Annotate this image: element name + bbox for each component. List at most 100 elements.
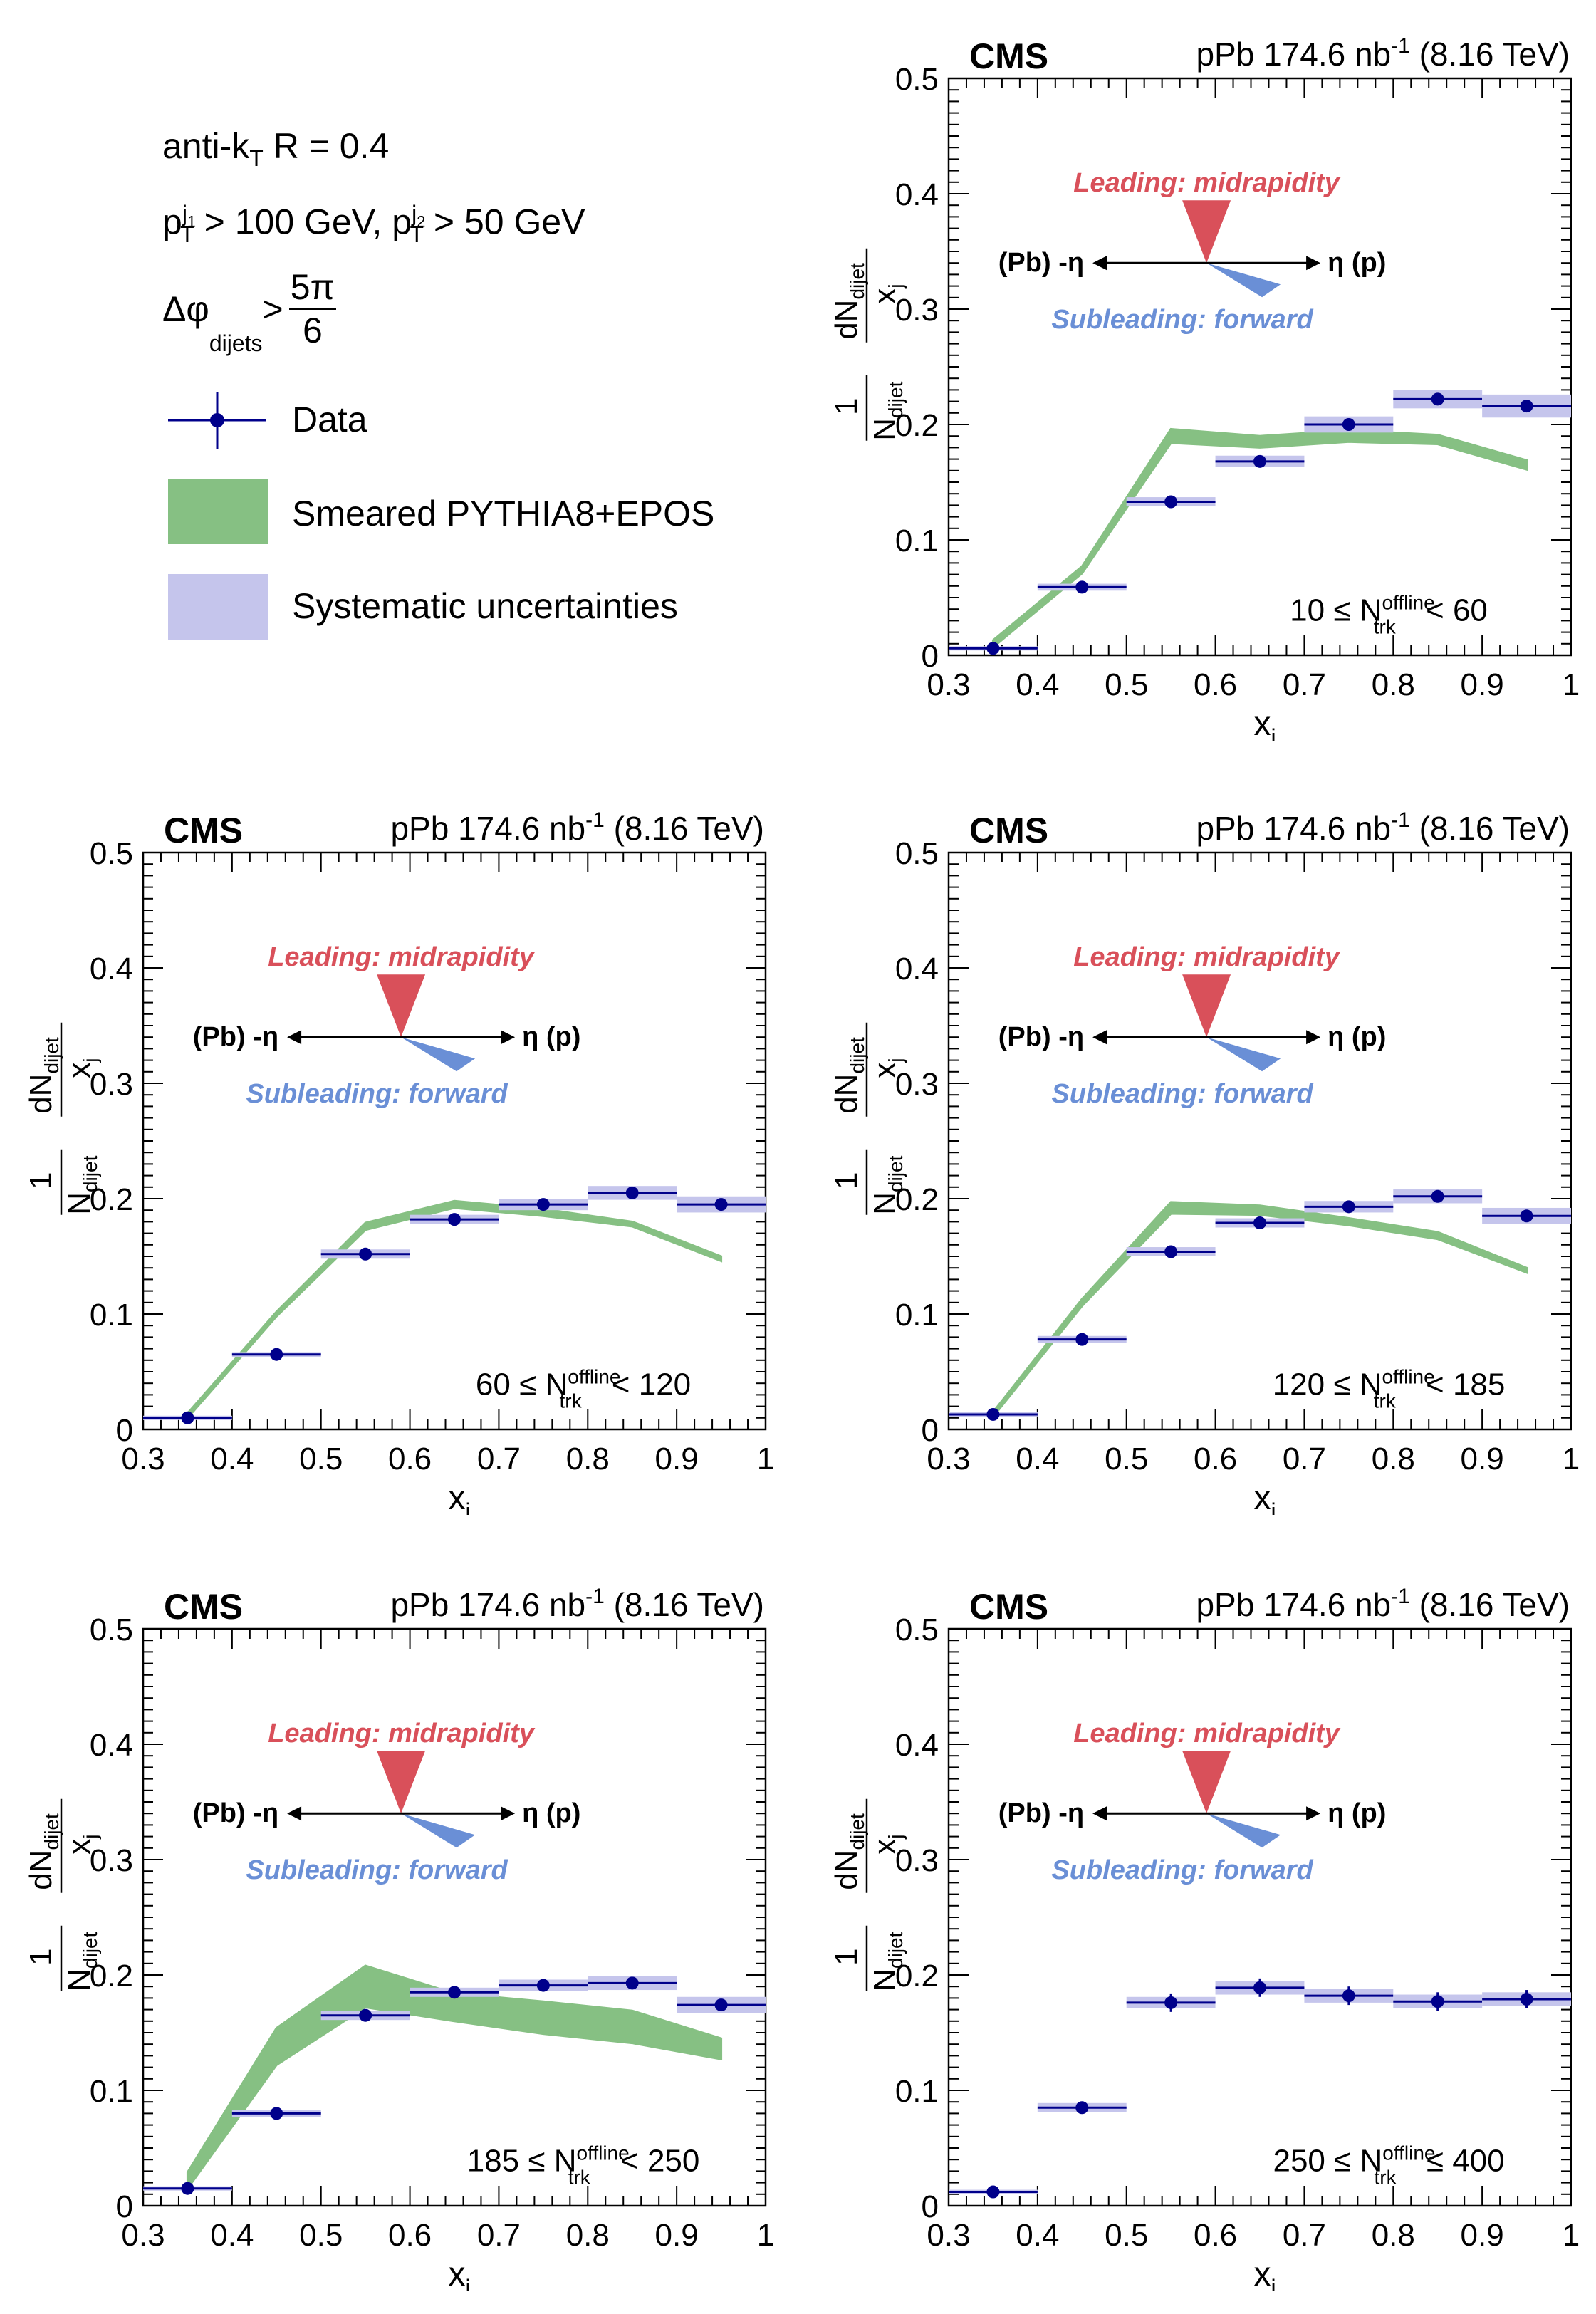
x-tick-label: 0.7	[1283, 2218, 1326, 2253]
y-label-one: 1	[24, 1172, 58, 1189]
legend-data-marker	[168, 392, 266, 449]
y-tick-label: 0.5	[895, 836, 939, 871]
data-point	[448, 1213, 461, 1226]
pb-direction-label: (Pb) -η	[193, 1022, 278, 1052]
y-tick-label: 0.2	[895, 1182, 939, 1217]
subleading-label: Subleading: forward	[1051, 1079, 1313, 1109]
panel-ntrk-60-120: CMS pPb 174.6 nb-1 (8.16 TeV) 0 0.1 0.2 0.3 0.…	[0, 796, 783, 1515]
data-point	[181, 1411, 194, 1424]
arrow-right-icon	[1306, 1806, 1321, 1821]
x-tick-label: 0.9	[655, 1442, 699, 1476]
y-tick-label: 0.4	[895, 177, 939, 212]
data-point	[270, 2107, 283, 2120]
p-direction-label: η (p)	[1328, 1022, 1386, 1052]
p-direction-label: η (p)	[522, 1798, 580, 1828]
legend-label-model: Smeared PYTHIA8+EPOS	[292, 494, 715, 533]
data-point	[270, 1348, 283, 1361]
panel-ntrk-250-400: CMS pPb 174.6 nb-1 (8.16 TeV) 0 0.1 0.2 0.3 0.…	[805, 1572, 1589, 2291]
panel-ntrk-10-60: CMS pPb 174.6 nb-1 (8.16 TeV) 0 0.1 0.2 0.3 0.…	[805, 21, 1589, 741]
cms-label: CMS	[969, 36, 1048, 76]
leading-jet-icon	[377, 974, 426, 1038]
data-point	[986, 2185, 1000, 2199]
cms-label: CMS	[164, 1587, 243, 1627]
data-point	[625, 1186, 639, 1199]
p-direction-label: η (p)	[1328, 1798, 1386, 1828]
x-tick-label: 0.3	[927, 1442, 970, 1476]
x-tick-label: 0.3	[927, 667, 970, 702]
y-tick-label: 0.1	[90, 1298, 133, 1333]
y-tick-label: 0.1	[895, 523, 939, 558]
legend-syst-swatch	[168, 574, 268, 640]
ntrk-selection-label: 185 ≤ Noffline trk < 250	[467, 2142, 700, 2188]
y-tick-label: 0.3	[895, 1067, 939, 1102]
x-tick-label: 1	[757, 1442, 774, 1476]
data-point	[1164, 1996, 1178, 2009]
x-axis-label: xj	[448, 1479, 470, 1515]
data-point	[1342, 1200, 1355, 1214]
data-point	[1431, 392, 1444, 406]
y-tick-label: 0.3	[90, 1067, 133, 1102]
arrow-right-icon	[501, 1806, 516, 1821]
plot-frame	[142, 851, 767, 1431]
data-point	[181, 2182, 194, 2195]
arrow-left-icon	[1092, 256, 1107, 271]
arrow-right-icon	[1306, 1030, 1321, 1045]
y-tick-label: 0.4	[895, 1728, 939, 1763]
x-tick-label: 0.4	[1016, 2218, 1059, 2253]
y-tick-label: 0.2	[895, 408, 939, 443]
y-label-ndijet: Ndijet	[867, 381, 907, 440]
x-tick-label: 0.4	[210, 1442, 254, 1476]
subleading-label: Subleading: forward	[246, 1855, 508, 1885]
subleading-jet-icon	[401, 1037, 476, 1072]
data-point	[1253, 1981, 1266, 1994]
leading-label: Leading: midrapidity	[1073, 942, 1341, 972]
data-point	[536, 1198, 550, 1211]
x-tick-label: 0.9	[1461, 667, 1504, 702]
subleading-label: Subleading: forward	[1051, 305, 1313, 335]
subleading-jet-icon	[1206, 263, 1281, 298]
data-point	[986, 1407, 1000, 1421]
subleading-label: Subleading: forward	[1051, 1855, 1313, 1885]
leading-jet-icon	[1182, 1751, 1231, 1814]
data-point	[625, 1976, 639, 1990]
chart-svg: CMS pPb 174.6 nb-1 (8.16 TeV) 0 0.1 0.2 0.3 0.…	[829, 1585, 1580, 2291]
y-label-ndijet: Ndijet	[62, 1155, 101, 1214]
x-axis-label: xj	[1253, 705, 1276, 741]
x-tick-label: 1	[1563, 2218, 1580, 2253]
y-label-dn: dNdijet	[24, 1813, 63, 1890]
data-point	[1164, 1245, 1178, 1258]
chart-svg: CMS pPb 174.6 nb-1 (8.16 TeV) 0 0.1 0.2 0.3 0.…	[24, 1585, 774, 2291]
ntrk-selection-label: 120 ≤ Noffline trk < 185	[1273, 1365, 1506, 1412]
legend-jet-algorithm: anti-kT R = 0.4	[162, 126, 390, 171]
leading-jet-icon	[1182, 200, 1231, 264]
leading-label: Leading: midrapidity	[268, 1719, 536, 1748]
y-tick-label: 0.4	[90, 1728, 133, 1763]
leading-jet-icon	[1182, 974, 1231, 1038]
data-point	[359, 2008, 372, 2022]
y-tick-label: 0.2	[895, 1959, 939, 1994]
x-tick-label: 0.4	[1016, 667, 1059, 702]
panel-ntrk-185-250: CMS pPb 174.6 nb-1 (8.16 TeV) 0 0.1 0.2 0.3 0.…	[0, 1572, 783, 2291]
x-tick-label: 0.5	[1105, 1442, 1148, 1476]
data-point	[1164, 495, 1178, 509]
data-point	[1431, 1189, 1444, 1203]
plot-frame	[947, 77, 1572, 657]
y-tick-label: 0.2	[90, 1959, 133, 1994]
model-band	[186, 1964, 723, 2192]
x-axis-label: xj	[1253, 1479, 1276, 1515]
arrow-left-icon	[1092, 1030, 1107, 1045]
y-label-one: 1	[829, 398, 864, 415]
x-tick-label: 0.3	[121, 1442, 165, 1476]
y-label-dx: xj	[62, 1058, 101, 1078]
x-tick-label: 0.9	[1461, 2218, 1504, 2253]
arrow-left-icon	[287, 1806, 302, 1821]
x-tick-label: 0.8	[566, 1442, 610, 1476]
x-tick-label: 0.8	[1372, 1442, 1415, 1476]
y-tick-label: 0.5	[90, 1612, 133, 1647]
legend-label-syst: Systematic uncertainties	[292, 586, 678, 626]
x-tick-label: 0.8	[1372, 2218, 1415, 2253]
data-point	[1520, 400, 1533, 413]
data-point	[1075, 2101, 1089, 2115]
